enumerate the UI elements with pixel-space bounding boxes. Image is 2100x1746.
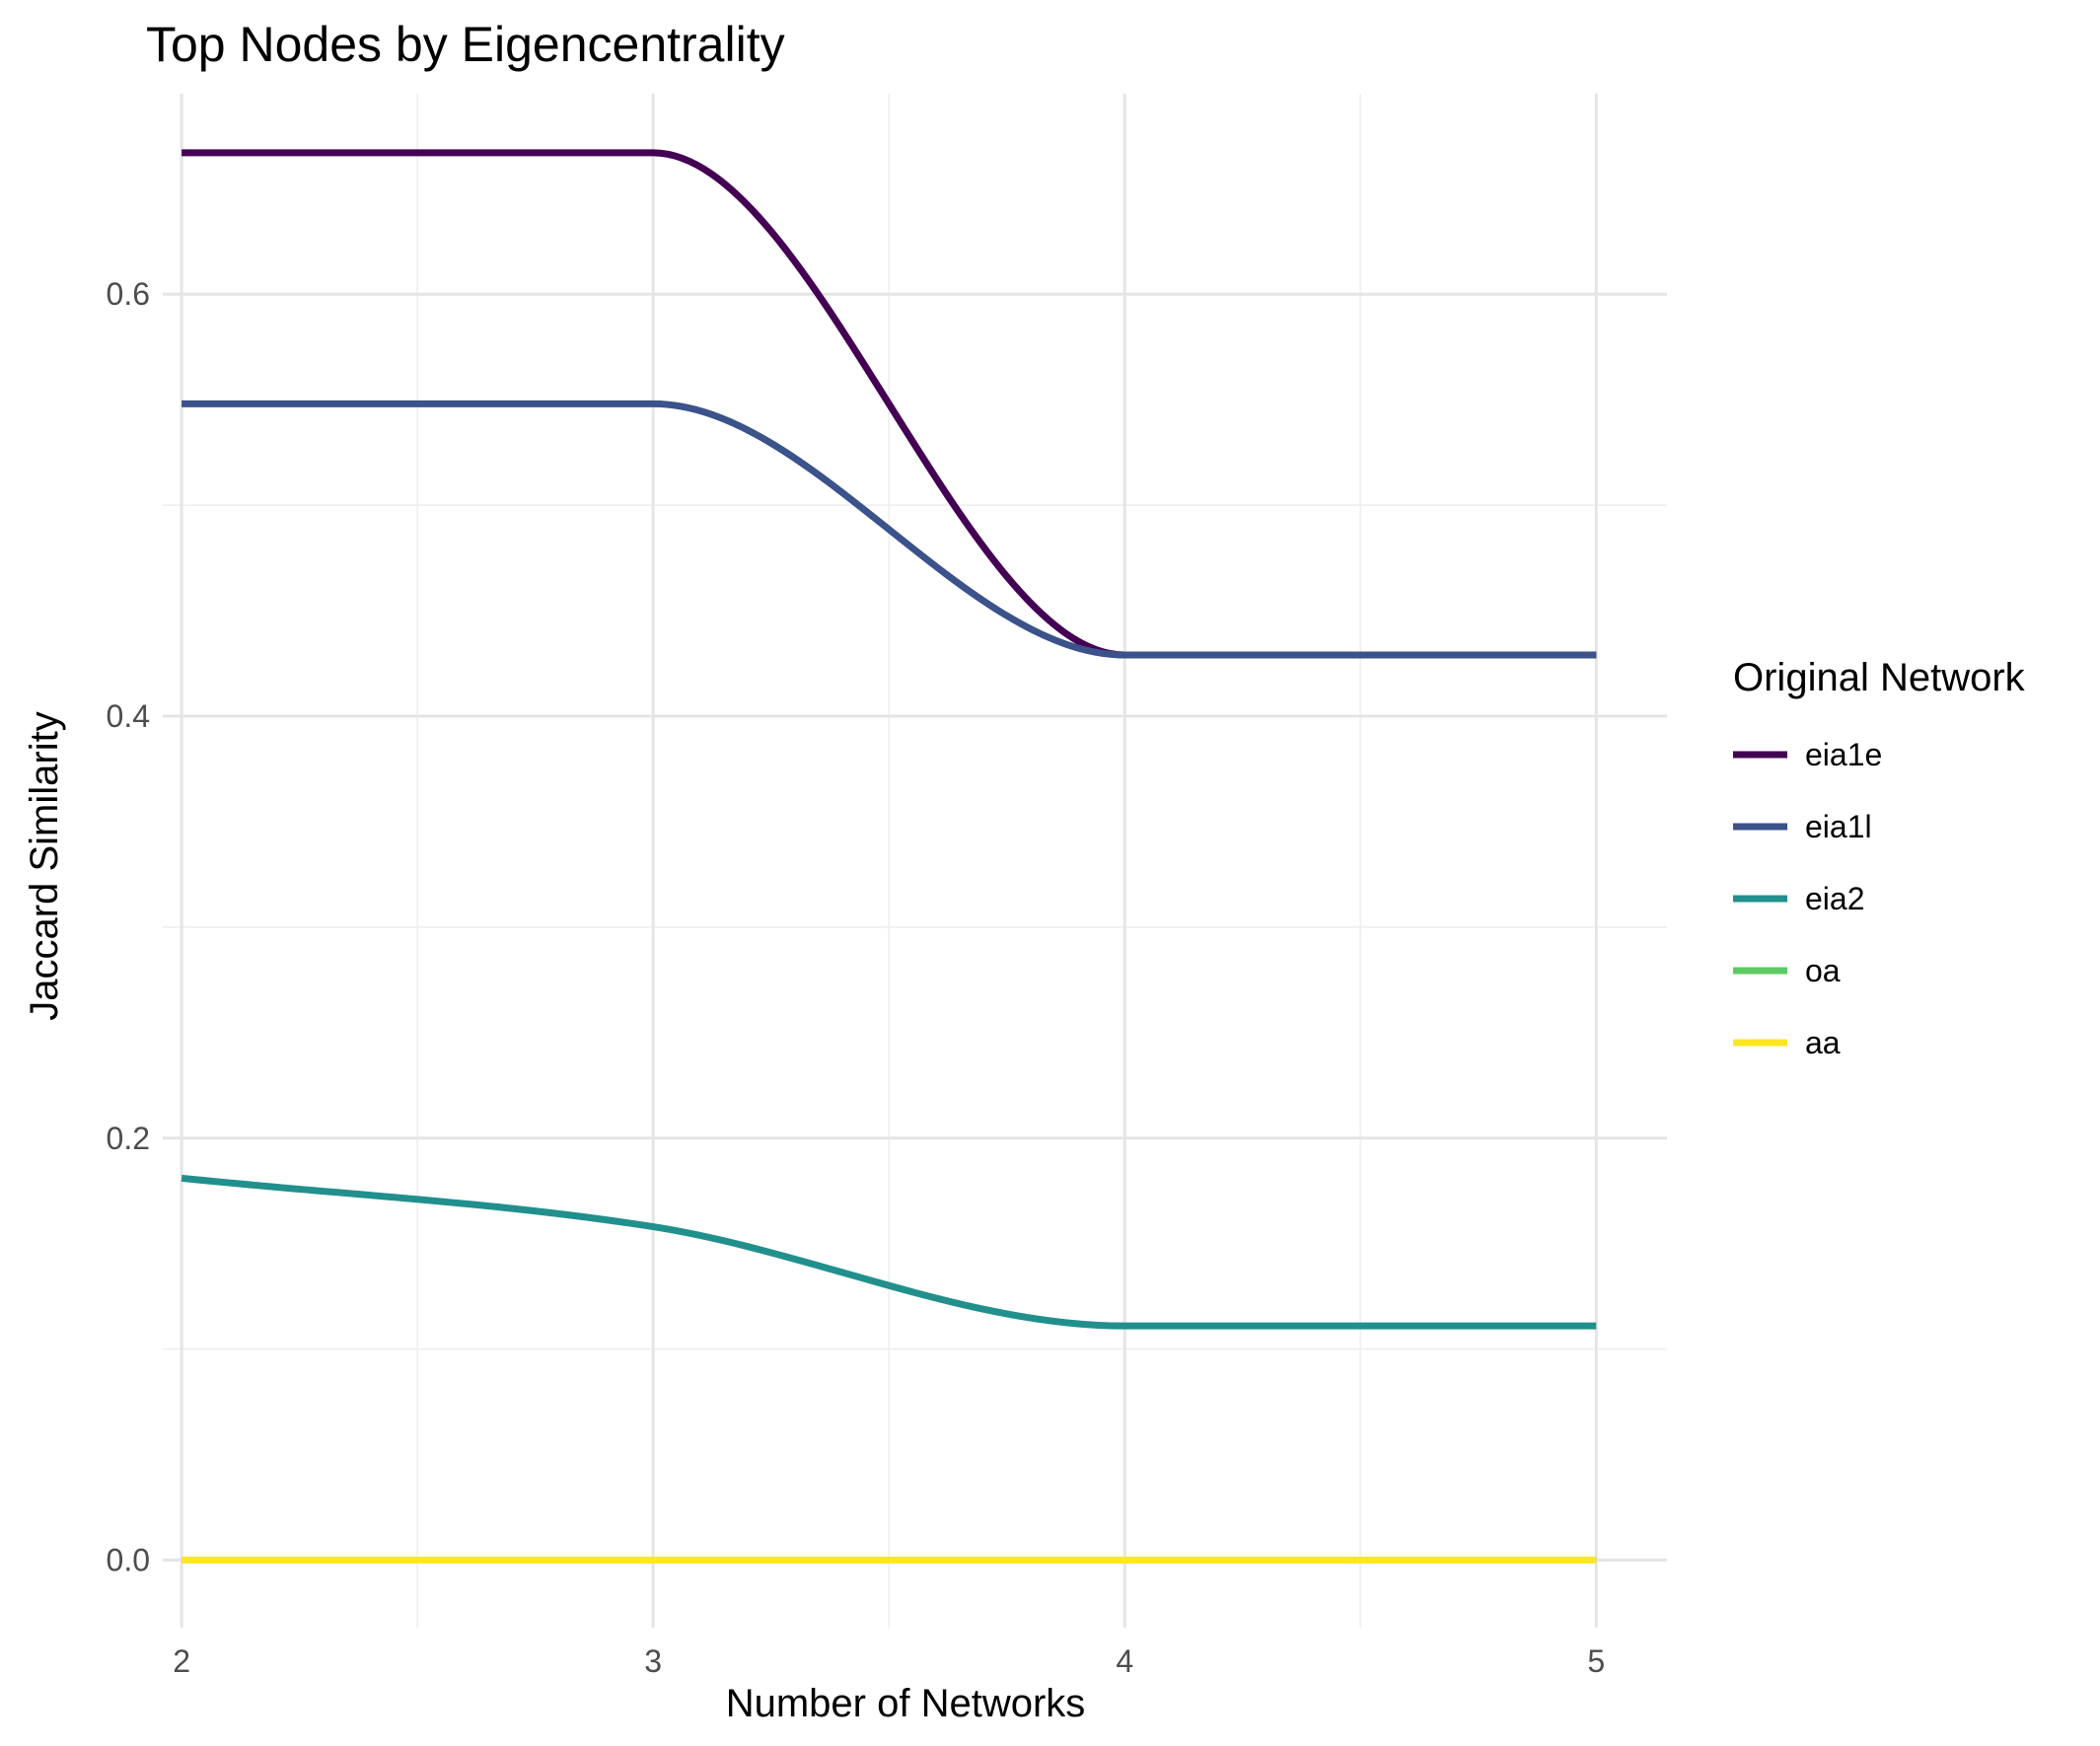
series-line-eia1l bbox=[181, 400, 1597, 659]
y-tick-label: 0.2 bbox=[107, 1121, 150, 1156]
y-axis-title: Jaccard Similarity bbox=[23, 711, 66, 1020]
y-tick-label: 0.0 bbox=[107, 1543, 150, 1578]
y-axis-ticks: 0.0 0.2 0.4 0.6 bbox=[107, 276, 150, 1577]
series-lines bbox=[181, 149, 1597, 1564]
series-line-eia2 bbox=[181, 1174, 1597, 1330]
legend: Original Network eia1e eia1l eia2 oa aa bbox=[1733, 656, 2026, 1060]
y-tick-label: 0.4 bbox=[107, 698, 150, 734]
x-tick-label: 4 bbox=[1116, 1643, 1133, 1679]
legend-label-eia2: eia2 bbox=[1805, 881, 1865, 916]
x-tick-label: 5 bbox=[1587, 1643, 1605, 1679]
legend-label-oa: oa bbox=[1805, 953, 1841, 988]
legend-label-aa: aa bbox=[1805, 1025, 1841, 1060]
x-axis-ticks: 2 3 4 5 bbox=[173, 1643, 1605, 1679]
x-axis-title: Number of Networks bbox=[726, 1682, 1086, 1725]
x-tick-label: 3 bbox=[644, 1643, 662, 1679]
grid bbox=[163, 94, 1667, 1628]
legend-label-eia1l: eia1l bbox=[1805, 809, 1872, 844]
legend-label-eia1e: eia1e bbox=[1805, 737, 1882, 772]
x-tick-label: 2 bbox=[173, 1643, 190, 1679]
y-tick-label: 0.6 bbox=[107, 276, 150, 312]
chart-title: Top Nodes by Eigencentrality bbox=[146, 17, 785, 72]
legend-title: Original Network bbox=[1733, 656, 2026, 699]
